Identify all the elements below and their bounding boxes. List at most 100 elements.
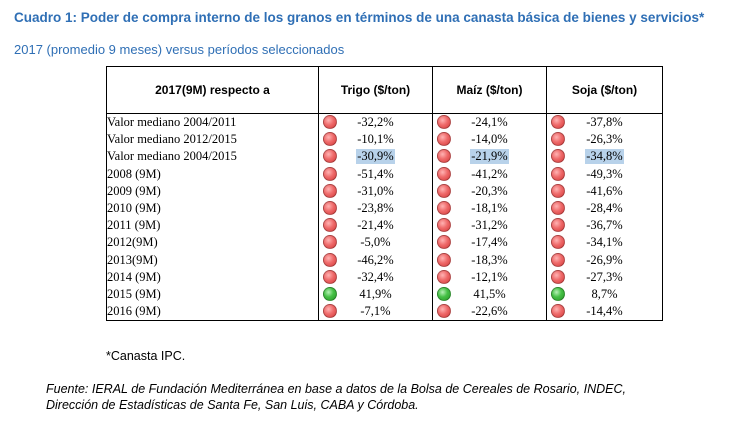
value-text: 41,5% — [473, 286, 506, 301]
column-header-maiz: Maíz ($/ton) — [432, 66, 547, 114]
row-label: 2014 (9M) — [106, 268, 319, 286]
value-text: -12,1% — [471, 269, 508, 284]
table-row: 2011 (9M) -21,4% -31,2% -36,7% — [106, 217, 663, 235]
value-cell-maiz: -41,2% — [432, 165, 547, 183]
value-text: -17,4% — [471, 235, 508, 250]
red-circle-icon — [551, 166, 565, 181]
value-text: -26,3% — [586, 132, 623, 147]
value-cell-trigo: -23,8% — [318, 199, 433, 218]
value-cell-trigo: -5,0% — [318, 234, 433, 252]
row-label: 2015 (9M) — [106, 285, 319, 304]
row-label: 2012(9M) — [106, 234, 319, 252]
value-text: -18,1% — [471, 201, 508, 216]
green-circle-icon — [551, 286, 565, 301]
table-subtitle: 2017 (promedio 9 meses) versus períodos … — [14, 42, 345, 57]
value-text: 41,9% — [359, 286, 392, 301]
value-cell-soja: -49,3% — [546, 165, 663, 183]
value-text: -37,8% — [586, 115, 623, 130]
table-row: 2015 (9M) 41,9% 41,5% 8,7% — [106, 285, 663, 304]
value-cell-trigo: -32,2% — [318, 113, 433, 132]
value-text: -41,6% — [586, 183, 623, 198]
red-circle-icon — [437, 132, 451, 147]
red-circle-icon — [437, 218, 451, 233]
value-cell-trigo: -7,1% — [318, 303, 433, 322]
value-cell-soja: -28,4% — [546, 199, 663, 218]
red-circle-icon — [323, 183, 337, 198]
value-text: -31,2% — [471, 218, 508, 233]
table-title: Cuadro 1: Poder de compra interno de los… — [14, 10, 705, 25]
value-cell-trigo: 41,9% — [318, 285, 433, 304]
value-cell-maiz: -21,9% — [432, 148, 547, 166]
value-text: -23,8% — [357, 201, 394, 216]
row-label: 2008 (9M) — [106, 165, 319, 183]
red-circle-icon — [551, 115, 565, 129]
value-cell-maiz: -14,0% — [432, 131, 547, 149]
red-circle-icon — [323, 304, 337, 319]
red-circle-icon — [551, 183, 565, 198]
value-cell-trigo: -46,2% — [318, 251, 433, 269]
table-body: Valor mediano 2004/2011 -32,2% -24,1% -37,8… — [106, 113, 663, 322]
value-cell-trigo: -32,4% — [318, 268, 433, 286]
row-label: 2016 (9M) — [106, 303, 319, 322]
red-circle-icon — [437, 269, 451, 284]
value-text: -18,3% — [471, 252, 508, 267]
value-text: -24,1% — [471, 115, 508, 130]
red-circle-icon — [437, 200, 451, 215]
value-cell-soja: -27,3% — [546, 268, 663, 286]
value-cell-maiz: -17,4% — [432, 234, 547, 252]
red-circle-icon — [323, 269, 337, 284]
column-header-period: 2017(9M) respecto a — [106, 66, 319, 114]
value-text: -5,0% — [360, 235, 391, 250]
value-text: -34,1% — [586, 235, 623, 250]
value-cell-trigo: -30,9% — [318, 148, 433, 166]
value-text: -21,4% — [357, 218, 394, 233]
column-header-trigo: Trigo ($/ton) — [318, 66, 433, 114]
red-circle-icon — [323, 115, 337, 129]
value-text: -31,0% — [357, 183, 394, 198]
value-cell-soja: -36,7% — [546, 217, 663, 235]
value-cell-maiz: -24,1% — [432, 113, 547, 132]
value-cell-soja: -37,8% — [546, 113, 663, 132]
source-line: Dirección de Estadísticas de Santa Fe, S… — [46, 398, 419, 412]
value-cell-maiz: -31,2% — [432, 217, 547, 235]
value-text: -30,9% — [356, 149, 395, 165]
red-circle-icon — [551, 200, 565, 215]
row-label: 2011 (9M) — [106, 217, 319, 235]
value-text: -34,8% — [585, 149, 624, 165]
value-cell-soja: -14,4% — [546, 303, 663, 322]
table-row: Valor mediano 2012/2015 -10,1% -14,0% -26,3… — [106, 131, 663, 149]
value-text: -7,1% — [360, 304, 391, 319]
red-circle-icon — [323, 218, 337, 233]
red-circle-icon — [323, 252, 337, 267]
column-header-soja: Soja ($/ton) — [546, 66, 663, 114]
value-text: -32,4% — [357, 269, 394, 284]
value-text: -51,4% — [357, 166, 394, 181]
green-circle-icon — [323, 286, 337, 301]
table-row: 2008 (9M) -51,4% -41,2% -49,3% — [106, 165, 663, 183]
purchasing-power-table: 2017(9M) respecto a Trigo ($/ton) Maíz (… — [106, 66, 663, 322]
footnote: *Canasta IPC. — [106, 349, 186, 363]
value-cell-maiz: -12,1% — [432, 268, 547, 286]
value-cell-maiz: -20,3% — [432, 182, 547, 200]
red-circle-icon — [323, 132, 337, 147]
red-circle-icon — [437, 166, 451, 181]
value-text: -22,6% — [471, 304, 508, 319]
green-circle-icon — [437, 286, 451, 301]
value-cell-soja: -26,9% — [546, 251, 663, 269]
red-circle-icon — [437, 115, 451, 129]
value-text: -32,2% — [357, 115, 394, 130]
row-label: 2010 (9M) — [106, 199, 319, 218]
value-text: -49,3% — [586, 166, 623, 181]
value-cell-maiz: -22,6% — [432, 303, 547, 322]
source-text: Fuente: IERAL de Fundación Mediterránea … — [46, 381, 626, 413]
value-cell-maiz: -18,1% — [432, 199, 547, 218]
value-cell-maiz: -18,3% — [432, 251, 547, 269]
header-row: 2017(9M) respecto a Trigo ($/ton) Maíz (… — [106, 66, 663, 114]
red-circle-icon — [323, 200, 337, 215]
red-circle-icon — [323, 149, 337, 164]
row-label: Valor mediano 2004/2011 — [106, 113, 319, 132]
table-row: Valor mediano 2004/2015 -30,9% -21,9% -34,8… — [106, 148, 663, 166]
red-circle-icon — [323, 235, 337, 250]
value-cell-trigo: -10,1% — [318, 131, 433, 149]
red-circle-icon — [551, 235, 565, 250]
